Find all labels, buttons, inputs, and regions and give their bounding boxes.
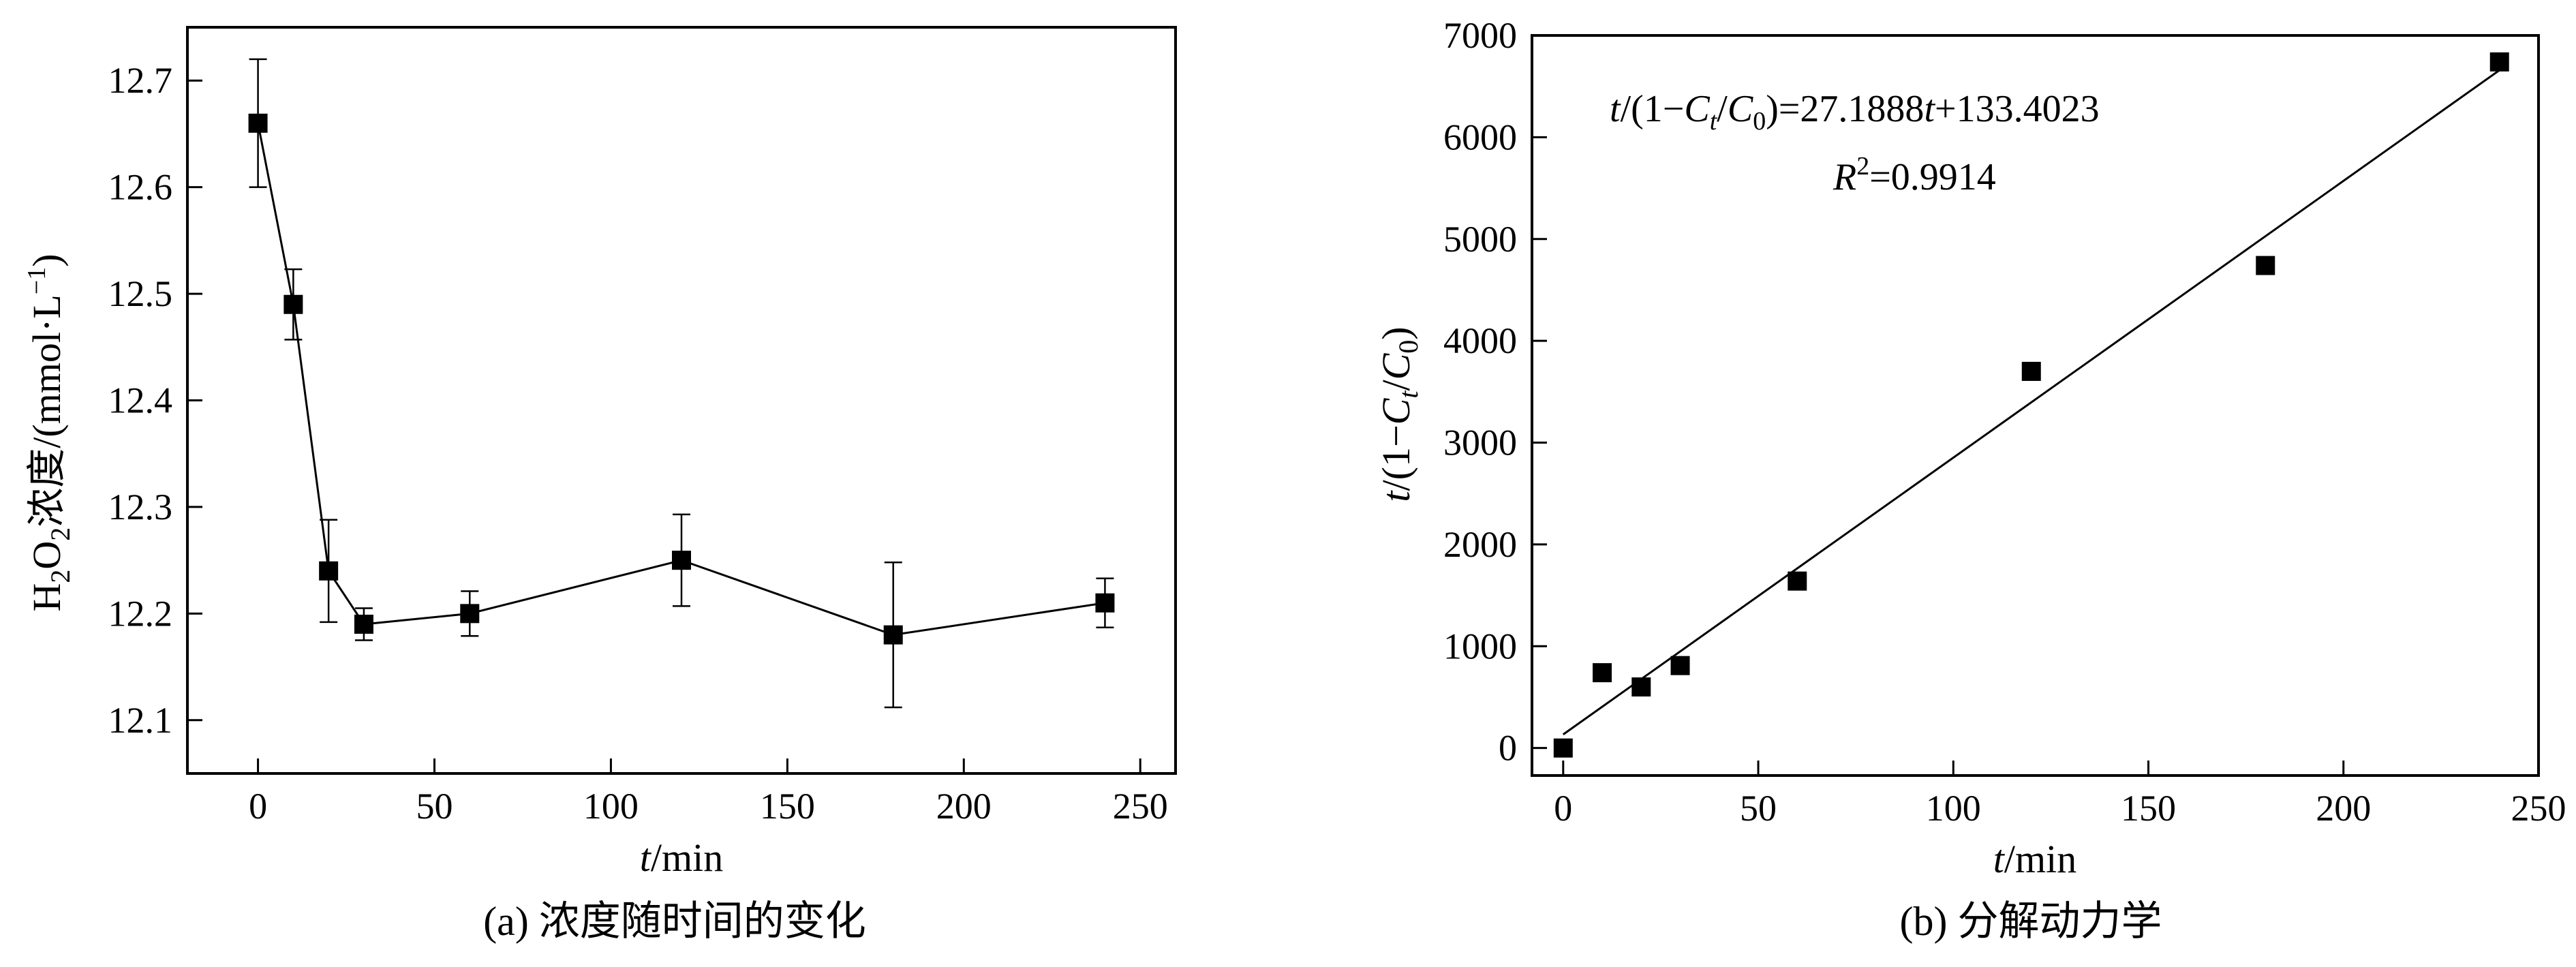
x-tick-label: 150 (760, 786, 815, 827)
y-tick-label: 12.4 (108, 380, 173, 421)
y-tick-label: 12.5 (108, 273, 173, 314)
data-point (1788, 571, 1807, 591)
concentration-series (248, 58, 1115, 709)
y-tick-label: 7000 (1443, 15, 1517, 56)
plot-frame-a (186, 26, 1177, 775)
y-axis-a: 12.1 12.2 12.3 12.4 12.5 12.6 12.7 (108, 60, 202, 741)
data-point (354, 615, 373, 634)
data-point (283, 294, 303, 314)
data-point (460, 604, 480, 624)
plot-frame-b (1531, 34, 2540, 777)
y-axis-label-b: t/(1−Ct/C0) (1374, 326, 1424, 502)
fit-line (1562, 69, 2500, 735)
x-tick-label: 0 (1554, 788, 1572, 829)
data-point (1631, 677, 1651, 697)
kinetics-panel: 0 50 100 150 200 250 0 1000 2000 3000 4000 5000 600… (1374, 15, 2566, 944)
kinetics-series (1553, 52, 2509, 758)
x-axis-a: 0 50 100 150 200 250 (249, 758, 1168, 827)
caption-a: (a) 浓度随时间的变化 (483, 899, 866, 944)
data-point (2021, 361, 2041, 381)
y-tick-label: 6000 (1443, 117, 1517, 157)
y-tick-label: 12.6 (108, 167, 173, 208)
y-tick-label: 4000 (1443, 320, 1517, 361)
y-axis-label-a: H2O2浓度/(mmol·L−1) (22, 254, 76, 611)
x-axis-b: 0 50 100 150 200 250 (1554, 761, 2566, 829)
x-tick-label: 150 (2121, 788, 2176, 829)
x-tick-label: 100 (583, 786, 639, 827)
y-tick-label: 3000 (1443, 423, 1517, 463)
x-axis-label-b: t/min (1993, 837, 2076, 881)
data-point (248, 113, 268, 133)
caption-b: (b) 分解动力学 (1900, 899, 2162, 944)
y-tick-label: 12.2 (108, 593, 173, 634)
fit-equation: t/(1−Ct/C0)=27.1888t+133.4023 (1610, 88, 2100, 136)
r-squared: R2=0.9914 (1833, 152, 1996, 198)
x-tick-label: 250 (1113, 786, 1168, 827)
data-point (2256, 256, 2275, 275)
x-tick-label: 50 (1740, 788, 1777, 829)
y-tick-label: 12.3 (108, 487, 173, 527)
x-tick-label: 50 (416, 786, 453, 827)
data-point (1593, 663, 1612, 683)
y-tick-label: 2000 (1443, 524, 1517, 565)
data-point (1553, 738, 1573, 758)
data-point (2489, 52, 2509, 72)
x-tick-label: 0 (249, 786, 267, 827)
x-tick-label: 200 (936, 786, 992, 827)
y-tick-label: 12.1 (108, 700, 173, 741)
concentration-panel: 0 50 100 150 200 250 12.1 12.2 12.3 12.4 12.5 12.6… (22, 26, 1177, 944)
x-tick-label: 100 (1926, 788, 1981, 829)
y-axis-b: 0 1000 2000 3000 4000 5000 6000 7000 (1443, 15, 1547, 769)
series-line (257, 123, 1105, 636)
y-tick-label: 1000 (1443, 626, 1517, 666)
data-point (672, 551, 691, 570)
data-point (1095, 593, 1115, 613)
x-tick-label: 200 (2316, 788, 2371, 829)
y-tick-label: 12.7 (108, 60, 173, 101)
x-axis-label-a: t/min (640, 835, 723, 880)
x-tick-label: 250 (2511, 788, 2566, 829)
data-point (319, 561, 339, 581)
y-tick-label: 5000 (1443, 219, 1517, 260)
data-point (883, 625, 903, 645)
y-tick-label: 0 (1499, 728, 1517, 769)
data-point (1670, 656, 1690, 675)
